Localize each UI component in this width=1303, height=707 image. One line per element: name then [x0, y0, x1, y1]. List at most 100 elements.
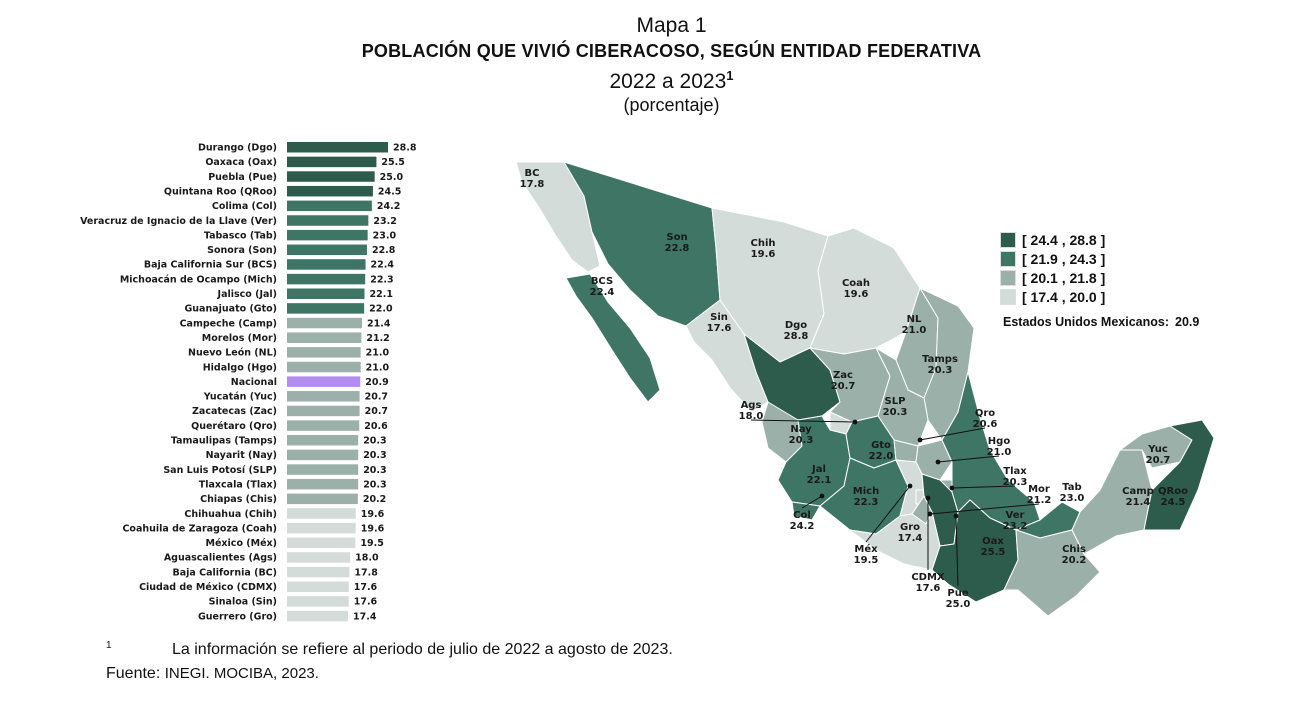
value-label: 19.6: [361, 509, 385, 520]
state-value-label: 20.3: [928, 365, 953, 376]
bar: [287, 493, 358, 505]
state-abbr-label: Mor: [1028, 484, 1050, 495]
state-abbr-label: SLP: [885, 396, 906, 407]
category-label: Ciudad de México (CDMX): [139, 582, 277, 593]
title-block: Mapa 1 POBLACIÓN QUE VIVIÓ CIBERACOSO, S…: [0, 14, 1303, 116]
leader-dot: [953, 513, 959, 519]
bar: [287, 288, 365, 299]
category-label: Chihuahua (Chih): [184, 509, 277, 520]
state-abbr-label: Camp: [1122, 486, 1154, 497]
state-value-label: 22.8: [665, 243, 690, 254]
state-abbr-label: Pue: [947, 588, 968, 599]
state-abbr-label: QRoo: [1158, 486, 1188, 497]
state-gro: [849, 511, 941, 571]
state-abbr-label: Qro: [975, 408, 995, 419]
category-label: Chiapas (Chis): [200, 494, 277, 505]
state-value-label: 21.0: [902, 325, 927, 336]
bar: [287, 537, 356, 549]
value-label: 23.2: [373, 216, 396, 227]
value-label: 25.0: [380, 172, 404, 183]
state-value-label: 24.5: [1161, 497, 1186, 508]
bar: [287, 142, 388, 153]
value-label: 17.6: [354, 582, 378, 593]
legend-item: [ 17.4 , 20.0 ]: [1000, 287, 1105, 306]
state-value-label: 19.6: [751, 249, 776, 260]
state-value-label: 20.7: [1146, 455, 1171, 466]
value-label: 21.0: [366, 362, 390, 373]
state-value-label: 17.8: [520, 179, 545, 190]
legend-swatch: [1000, 269, 1016, 286]
category-label: Michoacán de Ocampo (Mich): [120, 274, 277, 285]
bar: [287, 156, 377, 168]
category-label: Jalisco (Jal): [217, 289, 277, 300]
bar: [287, 420, 360, 431]
value-label: 22.8: [372, 245, 396, 256]
state-value-label: 21.4: [1126, 497, 1151, 508]
state-abbr-label: Jal: [811, 464, 826, 475]
category-label: Veracruz de Ignacio de la Llave (Ver): [80, 216, 277, 227]
category-label: San Luis Potosí (SLP): [163, 465, 277, 476]
state-value-label: 20.2: [1062, 555, 1087, 566]
state-value-label: 17.6: [707, 323, 732, 334]
state-abbr-label: Mich: [853, 486, 879, 497]
state-abbr-label: Col: [793, 510, 811, 521]
category-label: Nuevo León (NL): [188, 348, 277, 359]
national-total-value: 20.9: [1175, 315, 1200, 329]
value-label: 20.3: [363, 465, 386, 476]
state-abbr-label: Tamps: [922, 354, 958, 365]
bar: [287, 566, 350, 578]
map-legend: [ 24.4 , 28.8 ] [ 21.9 , 24.3 ] [ 20.1 ,…: [1000, 230, 1105, 306]
value-label: 19.6: [361, 523, 385, 534]
source-label: Fuente:: [106, 665, 165, 682]
value-label: 20.3: [363, 450, 386, 461]
value-label: 22.4: [371, 260, 395, 271]
category-label: Tabasco (Tab): [204, 230, 277, 241]
bar: [287, 478, 359, 490]
state-abbr-label: Sin: [710, 312, 728, 323]
leader-dot: [852, 419, 858, 425]
category-label: Aguascalientes (Ags): [164, 553, 277, 564]
state-value-label: 20.3: [1003, 477, 1028, 488]
bar-chart: Durango (Dgo) 28.8 Oaxaca (Oax) 25.5 Puebla …: [80, 142, 417, 622]
category-label: Tamaulipas (Tamps): [171, 436, 277, 447]
state-value-label: 18.0: [739, 411, 764, 422]
category-label: Tlaxcala (Tlax): [199, 479, 277, 490]
category-label: Querétaro (Qro): [191, 421, 277, 432]
bar: [287, 552, 351, 563]
bar: [287, 522, 356, 534]
state-value-label: 20.6: [973, 419, 998, 430]
state-abbr-label: Méx: [854, 543, 878, 555]
leader-line: [951, 485, 1016, 489]
national-total-label: Estados Unidos Mexicanos:: [1003, 315, 1170, 329]
state-slp: [875, 347, 929, 447]
legend-swatch: [1000, 250, 1016, 267]
state-abbr-label: BC: [525, 168, 540, 179]
state-abbr-label: Nay: [790, 424, 812, 435]
value-label: 17.8: [354, 567, 378, 578]
national-total: Estados Unidos Mexicanos: 20.9: [1003, 315, 1199, 329]
state-abbr-label: Oax: [982, 536, 1004, 547]
state-value-label: 20.7: [831, 381, 856, 392]
bar: [287, 215, 369, 226]
value-label: 20.6: [364, 421, 388, 432]
state-abbr-label: Chih: [750, 238, 775, 249]
source-note: Fuente: INEGI. MOCIBA, 2023.: [106, 665, 319, 683]
value-label: 20.2: [363, 494, 386, 505]
bar: [287, 376, 361, 387]
state-value-label: 22.0: [869, 451, 894, 462]
map-leaders: [750, 419, 1040, 587]
category-label: Campeche (Camp): [180, 318, 277, 329]
state-qroo: [1143, 419, 1215, 531]
bar: [287, 273, 366, 285]
footnote: 1 La información se refiere al periodo de…: [106, 640, 673, 659]
state-abbr-label: CDMX: [911, 572, 945, 583]
bar: [287, 317, 363, 329]
map-number: Mapa 1: [636, 14, 707, 37]
state-value-label: 22.1: [807, 475, 832, 486]
value-label: 20.7: [365, 406, 388, 417]
value-label: 22.1: [370, 289, 393, 300]
state-abbr-label: Gto: [871, 440, 891, 451]
state-value-label: 19.6: [844, 289, 869, 300]
state-abbr-label: Son: [666, 232, 687, 243]
value-label: 24.2: [377, 201, 400, 212]
